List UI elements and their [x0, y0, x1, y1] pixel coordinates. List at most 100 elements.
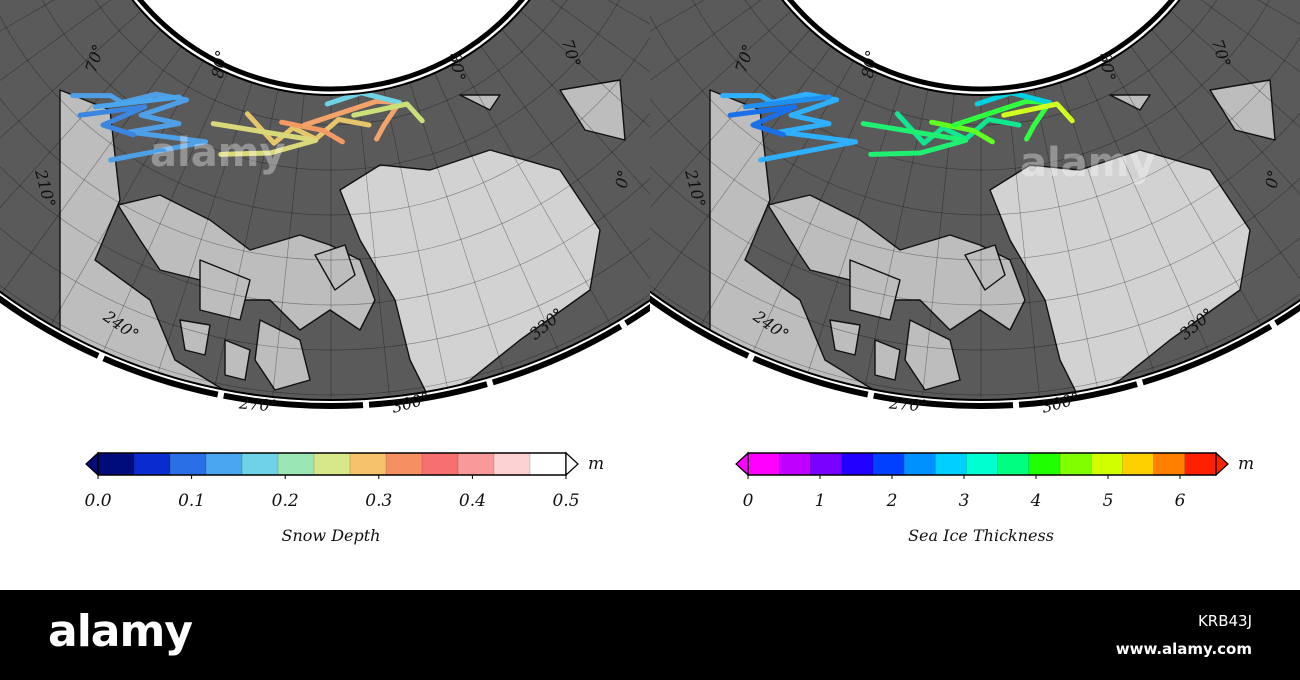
colorbar-segment: [1184, 453, 1217, 475]
colorbar-segment: [98, 453, 135, 475]
colorbar-segment: [935, 453, 967, 475]
land-mass: [179, 319, 211, 356]
land-mass: [1209, 79, 1276, 141]
parallel-line: [29, 0, 633, 171]
flight-track: [1001, 101, 1075, 124]
colorbar-tick-label: 0.0: [84, 491, 111, 511]
colorbar-segment: [1060, 453, 1092, 475]
parallel-line: [650, 10, 1300, 261]
colorbar-segment: [904, 453, 936, 475]
flight-track: [210, 121, 319, 157]
meridian-line: [480, 46, 650, 294]
meridian-line: [1, 46, 182, 294]
colorbar-segment: [242, 453, 279, 475]
parallel-line: [650, 0, 1300, 216]
colorbar-segment: [458, 453, 495, 475]
colorbar-segment: [422, 453, 459, 475]
colorbar-segment: [1122, 453, 1155, 475]
meridian-line: [1084, 72, 1210, 352]
parallel-line: [650, 28, 1300, 306]
meridian-line: [537, 0, 650, 170]
colorbar-segment: [134, 453, 171, 475]
meridian-line: [651, 46, 832, 294]
parallel-line: [0, 10, 650, 261]
colorbar-tick-label: 2: [886, 491, 898, 511]
flight-track: [351, 101, 425, 124]
colorbar-tick-label: 6: [1175, 491, 1186, 511]
land-mass: [964, 244, 1006, 291]
colorbar-segment: [1153, 453, 1186, 475]
colorbar-unit: m: [588, 454, 604, 474]
land-mass: [339, 149, 601, 401]
land-mass: [117, 194, 376, 331]
colorbar-segment: [350, 453, 387, 475]
meridian-line: [0, 29, 161, 257]
meridian-line: [650, 29, 811, 257]
map-border-outer: [0, 295, 650, 410]
flight-track: [860, 121, 969, 157]
meridian-line: [1187, 0, 1300, 170]
map-border-inner: [787, 0, 1175, 92]
colorbar-tick-label: 0.2: [272, 491, 299, 511]
meridian-line: [650, 10, 792, 215]
colorbar-max-arrow: [1215, 451, 1229, 477]
colorbar-tick-label: 5: [1103, 491, 1114, 511]
land-mass: [829, 319, 861, 356]
snow-depth-panel: 70° 80° 80° 70°210°240°270° 300°330°0°0.0 0.1…: [0, 0, 650, 545]
meridian-line: [501, 29, 650, 257]
meridian-line: [383, 89, 448, 388]
meridian-line: [409, 82, 505, 373]
latitude-label: 80°: [208, 48, 232, 79]
longitude-label: 270°: [887, 393, 928, 415]
footer-brand-logo: alamy: [48, 606, 193, 657]
flight-track: [244, 111, 372, 146]
colorbar-max-arrow: [565, 451, 579, 477]
longitude-label: 0°: [612, 168, 634, 189]
meridian-line: [1130, 46, 1300, 294]
land-mass: [199, 259, 251, 321]
colorbar-tick-label: 0.4: [459, 491, 486, 511]
colorbar-title: Snow Depth: [282, 526, 381, 545]
latitude-label: 80°: [446, 51, 470, 82]
colorbar-segment: [779, 453, 811, 475]
flight-track: [929, 119, 995, 145]
sea-ice-thickness-panel: 70° 80° 80° 70°210°240°270° 300°330°0°0 1 2 3 4 5…: [650, 0, 1300, 545]
meridian-line: [520, 10, 650, 215]
longitude-label: 270°: [237, 393, 278, 415]
colorbar-segment: [841, 453, 874, 475]
footer-url: www.alamy.com: [1115, 640, 1252, 658]
colorbar-tick-label: 4: [1030, 491, 1042, 511]
map-frame: [650, 0, 1300, 401]
map-border-outer: [650, 295, 1300, 410]
parallel-line: [0, 47, 650, 351]
flight-track: [720, 91, 859, 163]
land-mass: [874, 339, 901, 381]
land-mass: [254, 319, 311, 391]
land-mass: [314, 244, 356, 291]
parallel-line: [650, 47, 1300, 351]
colorbar-segment: [997, 453, 1030, 475]
footer-bar: alamy KRB43J www.alamy.com: [0, 590, 1300, 680]
meridian-line: [157, 82, 253, 373]
flight-track: [92, 94, 182, 110]
colorbar-tick-label: 0.1: [178, 491, 205, 511]
meridian-line: [102, 72, 228, 352]
colorbar-segment: [1028, 453, 1061, 475]
colorbar-segment: [810, 453, 843, 475]
colorbar-tick-label: 0.5: [552, 491, 579, 511]
colorbar-segment: [1091, 453, 1123, 475]
parallel-line: [679, 0, 1283, 171]
flight-track: [742, 94, 832, 110]
meridian-line: [1007, 93, 1040, 397]
flight-track: [727, 104, 798, 138]
colorbar-segment: [206, 453, 243, 475]
land-mass: [904, 319, 961, 391]
parallel-line: [0, 65, 650, 396]
colorbar-tick-label: 0: [743, 491, 754, 511]
colorbar-tick-label: 0.3: [365, 491, 392, 511]
land-mass: [849, 259, 901, 321]
colorbar-segment: [494, 453, 531, 475]
colorbar-tick-label: 3: [959, 491, 970, 511]
parallel-line: [650, 65, 1300, 396]
colorbar-segment: [872, 453, 905, 475]
